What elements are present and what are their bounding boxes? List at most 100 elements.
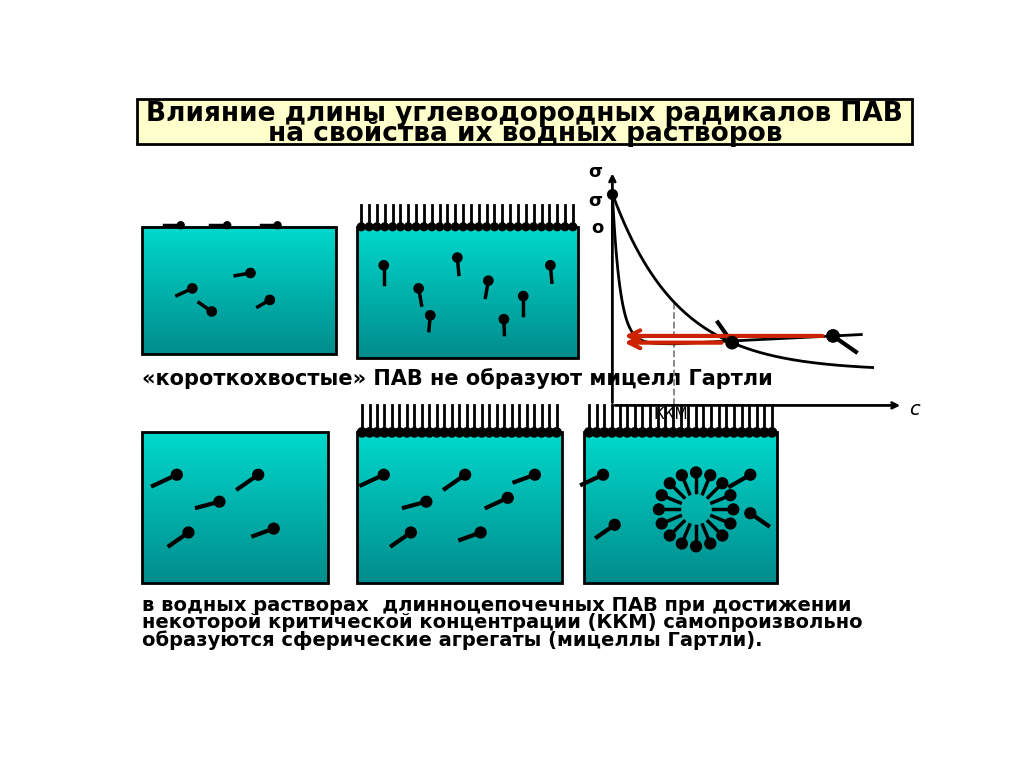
Bar bbox=[584, 516, 777, 519]
Bar bbox=[142, 513, 328, 516]
Bar bbox=[356, 438, 562, 441]
Circle shape bbox=[728, 504, 738, 515]
Bar bbox=[584, 537, 777, 541]
Bar bbox=[356, 543, 562, 547]
Bar bbox=[356, 471, 562, 475]
Circle shape bbox=[714, 428, 723, 437]
Circle shape bbox=[425, 428, 434, 437]
Bar bbox=[356, 513, 562, 516]
Bar bbox=[142, 579, 328, 582]
Bar bbox=[142, 576, 328, 580]
Bar bbox=[584, 441, 777, 444]
Circle shape bbox=[396, 223, 404, 231]
Circle shape bbox=[500, 314, 509, 324]
Bar bbox=[142, 275, 336, 278]
Bar bbox=[142, 341, 336, 344]
Bar bbox=[142, 303, 336, 305]
Circle shape bbox=[470, 428, 479, 437]
Circle shape bbox=[522, 223, 529, 231]
Bar bbox=[356, 295, 578, 298]
Bar bbox=[356, 486, 562, 489]
Bar bbox=[142, 504, 328, 508]
Bar bbox=[584, 483, 777, 486]
Bar bbox=[142, 474, 328, 477]
Circle shape bbox=[656, 518, 667, 529]
Bar bbox=[356, 474, 562, 477]
Bar bbox=[356, 537, 562, 541]
Circle shape bbox=[177, 222, 184, 229]
Bar bbox=[142, 323, 336, 326]
Bar bbox=[142, 444, 328, 447]
Bar bbox=[356, 489, 562, 492]
Bar bbox=[584, 462, 777, 466]
Circle shape bbox=[726, 337, 738, 349]
Circle shape bbox=[623, 428, 632, 437]
Bar bbox=[142, 239, 336, 242]
Circle shape bbox=[381, 223, 389, 231]
Circle shape bbox=[598, 469, 608, 480]
Bar bbox=[142, 552, 328, 555]
Bar bbox=[142, 501, 328, 505]
Bar bbox=[142, 462, 328, 466]
Bar bbox=[142, 338, 336, 341]
Bar bbox=[356, 477, 562, 480]
Circle shape bbox=[171, 469, 182, 480]
Circle shape bbox=[410, 428, 419, 437]
Bar bbox=[142, 272, 336, 275]
Bar bbox=[356, 498, 562, 502]
Bar bbox=[584, 433, 777, 582]
Bar bbox=[142, 450, 328, 453]
Circle shape bbox=[187, 284, 197, 293]
Bar bbox=[584, 522, 777, 525]
Circle shape bbox=[767, 428, 776, 437]
Bar bbox=[142, 300, 336, 303]
Circle shape bbox=[653, 504, 665, 515]
Circle shape bbox=[223, 222, 230, 229]
Bar bbox=[584, 495, 777, 499]
Circle shape bbox=[630, 428, 640, 437]
Bar bbox=[356, 531, 562, 535]
Bar bbox=[584, 471, 777, 475]
Circle shape bbox=[417, 428, 427, 437]
Circle shape bbox=[717, 530, 728, 541]
Circle shape bbox=[506, 223, 514, 231]
Circle shape bbox=[514, 428, 524, 437]
Circle shape bbox=[436, 223, 443, 231]
Bar bbox=[142, 311, 336, 313]
Bar bbox=[142, 249, 336, 252]
Bar bbox=[142, 244, 336, 247]
Circle shape bbox=[585, 428, 594, 437]
Circle shape bbox=[717, 478, 728, 489]
Bar bbox=[142, 336, 336, 338]
Bar bbox=[142, 480, 328, 483]
Circle shape bbox=[529, 428, 539, 437]
Circle shape bbox=[653, 428, 663, 437]
Bar bbox=[356, 516, 562, 519]
Bar bbox=[356, 495, 562, 499]
Bar bbox=[356, 289, 578, 292]
Bar bbox=[142, 516, 328, 519]
Circle shape bbox=[475, 223, 482, 231]
Bar bbox=[356, 287, 578, 290]
Bar bbox=[142, 456, 328, 459]
Bar bbox=[142, 285, 336, 288]
Circle shape bbox=[484, 428, 494, 437]
Circle shape bbox=[676, 428, 685, 437]
Bar bbox=[356, 352, 578, 355]
Circle shape bbox=[737, 428, 746, 437]
Bar bbox=[584, 480, 777, 483]
Bar bbox=[356, 281, 578, 285]
Circle shape bbox=[439, 428, 449, 437]
Text: o: o bbox=[591, 219, 603, 237]
Circle shape bbox=[420, 223, 428, 231]
Bar bbox=[584, 489, 777, 492]
Circle shape bbox=[691, 428, 700, 437]
Bar bbox=[142, 292, 336, 295]
Bar bbox=[356, 465, 562, 469]
Text: образуются сферические агрегаты (мицеллы Гартли).: образуются сферические агрегаты (мицеллы… bbox=[142, 630, 763, 650]
Circle shape bbox=[389, 223, 396, 231]
Circle shape bbox=[462, 428, 471, 437]
Bar bbox=[356, 274, 578, 277]
Bar bbox=[142, 242, 336, 245]
Bar bbox=[584, 444, 777, 447]
